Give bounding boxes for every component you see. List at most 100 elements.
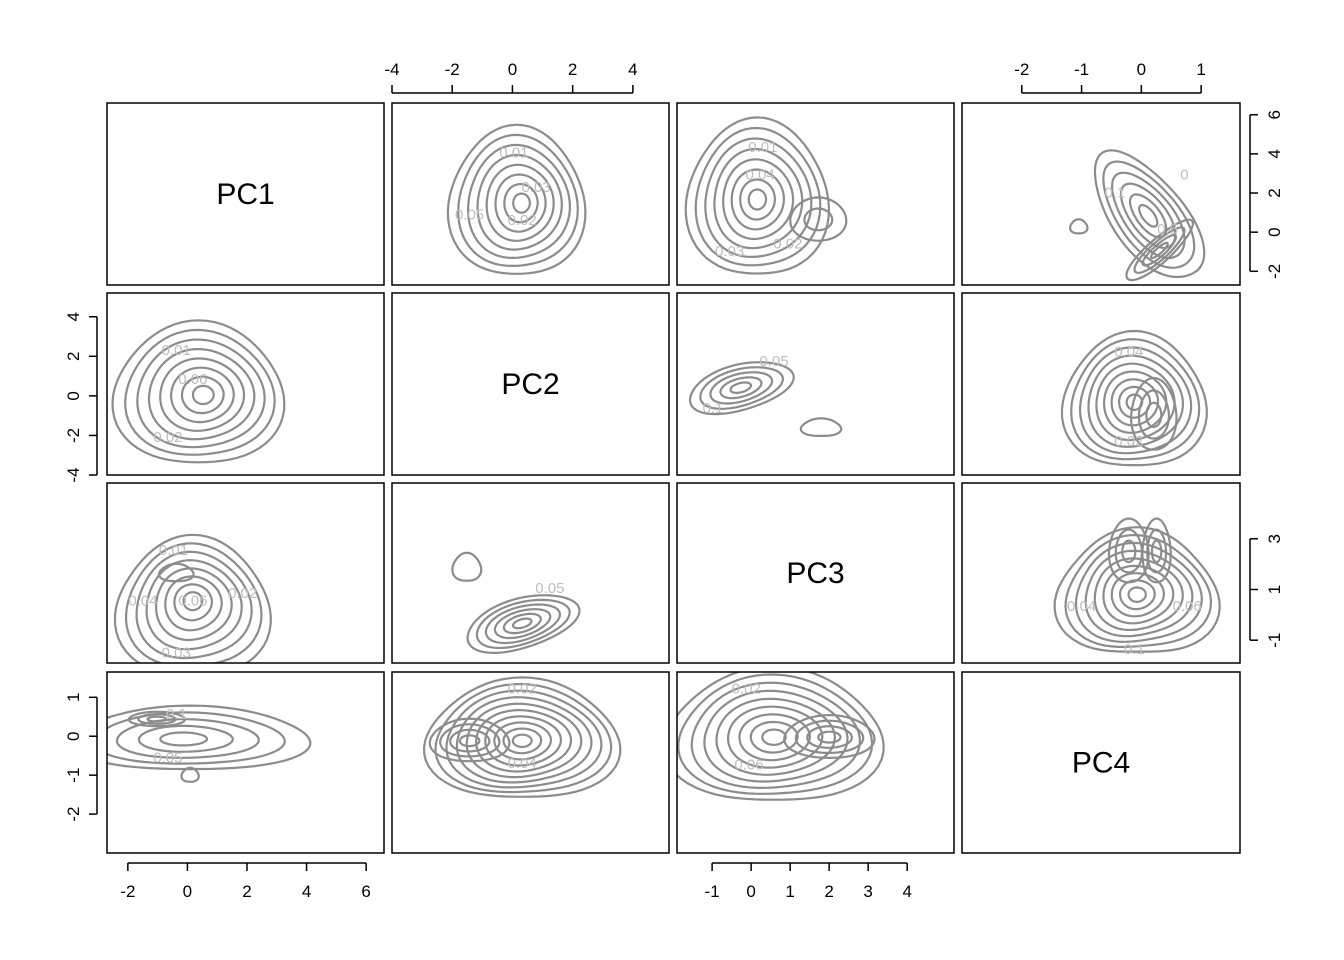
contour-line [694, 126, 822, 267]
contour-line [484, 603, 562, 645]
contour-group-r1c4 [1069, 218, 1089, 235]
contour-line [749, 720, 799, 754]
contour-label: 0.04 [508, 755, 537, 772]
contour-line [684, 116, 831, 275]
contour-line [1146, 528, 1168, 574]
tick-label: 2 [824, 882, 833, 901]
contour-line [799, 417, 843, 438]
contour-line [434, 682, 613, 794]
contour-group-r3c4 [1053, 526, 1221, 653]
contour-group-r4c1 [107, 704, 312, 771]
contour-label: 0.05 [153, 750, 182, 767]
tick-label: -1 [705, 882, 720, 901]
contour-group-r4c3 [677, 672, 885, 801]
contour-line [1053, 526, 1221, 653]
contour-group-r3c4 [1107, 517, 1150, 584]
contour-label: 0.03 [715, 243, 744, 260]
contour-line [125, 542, 263, 663]
tick-label: 3 [863, 882, 872, 901]
contour-line [1060, 329, 1208, 467]
contour-line [107, 704, 312, 771]
contour-line [1141, 517, 1172, 584]
contour-group-r3c2 [466, 594, 581, 655]
contour-label: 0.5 [1157, 221, 1178, 238]
diagonal-label-pc4: PC4 [1072, 747, 1130, 780]
contour-line [1133, 226, 1186, 274]
tick-label: -2 [1265, 264, 1284, 279]
tick-label: -2 [64, 428, 83, 443]
diagonal-label-pc3: PC3 [786, 557, 844, 590]
tick-label: -1 [1265, 633, 1284, 648]
contour-line [1110, 572, 1166, 618]
tick-label: 0 [508, 60, 517, 79]
contour-line [722, 158, 795, 241]
panel-frame-r3c4 [961, 482, 1241, 664]
tick-label: 1 [1265, 585, 1284, 594]
contour-label: 0.01 [499, 145, 528, 162]
tick-label: 2 [64, 352, 83, 361]
contour-group-r1c4 [1125, 218, 1195, 282]
contour-label: 0.02 [153, 429, 182, 446]
tick-label: 2 [1265, 188, 1284, 197]
contour-label: 0.05 [759, 353, 788, 370]
contour-label: 0.01 [162, 342, 191, 359]
tick-label: -4 [64, 467, 83, 482]
contour-line [484, 715, 563, 767]
contour-line [729, 381, 753, 394]
contour-line [1095, 362, 1176, 442]
contour-line [1145, 401, 1163, 428]
contour-label: 0.04 [1114, 344, 1143, 361]
contour-line [107, 711, 286, 765]
contour-line [806, 725, 853, 749]
contour-line [1125, 393, 1144, 411]
contour-group-r1c3 [789, 196, 848, 242]
contour-line [145, 559, 243, 651]
contour-line [451, 551, 483, 582]
contour-line [730, 168, 786, 231]
contour-group-r3c2 [451, 551, 483, 582]
contour-label: 0.06 [1173, 598, 1202, 615]
contour-line [458, 734, 481, 748]
contour-line [709, 371, 774, 405]
contour-line [445, 689, 603, 789]
contour-line [124, 328, 276, 456]
contour-label: 0 [1180, 166, 1188, 183]
contour-label: 0.05 [535, 580, 564, 597]
contour-group-r4c3 [783, 713, 876, 760]
contour-line [475, 708, 573, 773]
contour-line [1150, 539, 1163, 564]
contour-line [111, 319, 286, 464]
contour-label: 0.06 [734, 757, 763, 774]
contour-line [511, 733, 533, 749]
contour-line [485, 163, 555, 242]
contour-line [180, 766, 200, 783]
contour-line [1128, 193, 1168, 239]
contour-line [789, 196, 848, 242]
contour-line [1119, 579, 1156, 611]
contour-line [738, 713, 811, 762]
contour-line [127, 710, 187, 728]
contour-group-r3c1 [113, 533, 272, 663]
tick-label: 1 [1196, 60, 1205, 79]
contour-line [465, 702, 583, 779]
tick-label: 4 [64, 312, 83, 321]
contour-line [503, 183, 539, 224]
tick-label: 0 [64, 391, 83, 400]
contour-line [1084, 549, 1194, 638]
contour-group-r2c3 [799, 417, 843, 438]
contour-line [449, 728, 491, 753]
contour-label: 0.02 [732, 681, 761, 698]
tick-label: 0 [746, 882, 755, 901]
contour-line [1107, 517, 1150, 584]
contour-label: 0.02 [508, 681, 537, 698]
contour-line [1118, 385, 1152, 419]
contour-line [747, 188, 768, 211]
contour-line [803, 207, 834, 232]
contour-group-r3c4 [1141, 517, 1172, 584]
tick-label: 0 [1137, 60, 1146, 79]
contour-line [719, 376, 763, 400]
tick-label: -2 [64, 807, 83, 822]
contour-line [137, 724, 234, 753]
contour-line [159, 357, 246, 432]
